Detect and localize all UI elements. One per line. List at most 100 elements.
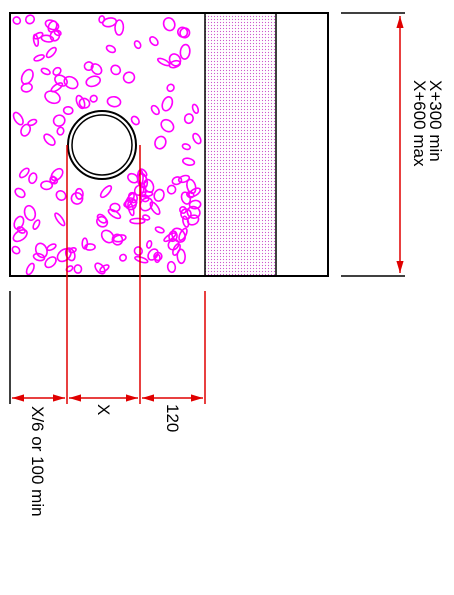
aggregate-pebble [134, 255, 149, 264]
aggregate-pebble [63, 75, 79, 90]
aggregate-pebble [119, 253, 127, 262]
aggregate-pebble [162, 17, 176, 32]
aggregate-pebble [176, 248, 186, 265]
aggregate-pebble [14, 187, 26, 199]
aggregate-pebble [23, 204, 37, 222]
aggregate-pebble [188, 199, 202, 210]
aggregate-pebble [145, 239, 153, 249]
aggregate-pebble [171, 176, 183, 186]
aggregate-pebble [25, 262, 35, 276]
aggregate-pebble [183, 113, 194, 125]
aggregate-pebble [133, 184, 145, 196]
aggregate-pebble [34, 242, 48, 259]
aggregate-pebble [54, 212, 66, 227]
aggregate-pebble [49, 176, 59, 185]
aggregate-pebble [153, 188, 165, 202]
aggregate-pebble [85, 75, 102, 88]
aggregate-pebble [191, 103, 200, 114]
aggregate-pebble [161, 96, 174, 112]
aggregate-pebble [106, 95, 122, 108]
aggregate-pebble [149, 201, 161, 216]
aggregate-pebble [154, 253, 161, 264]
aggregate-pebble [75, 94, 86, 110]
aggregate-pebble [84, 243, 96, 251]
pipe-inner [71, 114, 133, 176]
aggregate-pebble [111, 233, 124, 246]
aggregate-pebble [12, 16, 22, 25]
aggregate-pebble [133, 246, 143, 256]
aggregate-pebble [78, 97, 91, 109]
aggregate-pebble [32, 252, 46, 262]
aggregate-pebble [32, 219, 41, 230]
bedding-label: 120 [163, 404, 182, 432]
bedding-strip [205, 13, 276, 276]
aggregate-pebble [43, 133, 56, 146]
aggregate-pebble [166, 83, 175, 93]
aggregate-pebble [40, 180, 54, 191]
aggregate-pebble [99, 185, 113, 199]
aggregate-pebble [129, 217, 146, 225]
aggregate-pebble [154, 135, 167, 150]
aggregate-pebble [192, 132, 202, 145]
aggregate-pebble [168, 230, 178, 243]
aggregate-pebble [13, 215, 25, 230]
aggregate-pebble [179, 43, 191, 60]
aggregate-pebble [107, 208, 122, 220]
aggregate-pebble [33, 54, 45, 62]
aggregate-pebble [176, 26, 189, 38]
aggregate-pebble [40, 67, 51, 76]
aggregate-pebble [96, 213, 108, 224]
aggregate-pebble [53, 29, 62, 37]
aggregate-pebble [105, 44, 117, 54]
aggregate-pebble [50, 167, 64, 182]
aggregate-pebble [54, 74, 68, 87]
aggregate-pebble [73, 264, 83, 274]
aggregate-pebble [127, 191, 138, 204]
granular-backfill-zone [11, 14, 202, 276]
aggregate-pebble [110, 64, 122, 76]
aggregate-pebble [12, 111, 24, 126]
aggregate-pebble [44, 19, 60, 31]
aggregate-pebble [70, 191, 84, 205]
aggregate-pebble [11, 245, 21, 255]
aggregate-pebble [24, 14, 36, 25]
aggregate-pebble [28, 172, 38, 185]
aggregate-pebble [50, 82, 64, 93]
aggregate-pebble [142, 214, 151, 221]
aggregate-pebble [186, 178, 197, 195]
aggregate-pebble [166, 184, 177, 195]
aggregate-pebble [89, 94, 98, 103]
aggregate-pebble [45, 46, 57, 59]
aggregate-pebble [18, 167, 30, 179]
aggregate-pebble [154, 226, 165, 234]
aggregate-pebble [180, 208, 192, 220]
max-depth-label: X+600 max [410, 80, 429, 167]
aggregate-pebble [20, 123, 32, 137]
side-clearance-label: X/6 or 100 min [28, 406, 47, 517]
aggregate-pebble [160, 118, 175, 133]
aggregate-pebble [150, 104, 160, 116]
aggregate-pebble [181, 143, 191, 151]
aggregate-pebble [133, 40, 142, 50]
aggregate-pebble [186, 205, 201, 219]
pipe-dia-label: X [94, 404, 113, 415]
aggregate-pebble [68, 247, 77, 254]
aggregate-pebble [166, 260, 177, 274]
aggregate-pebble [101, 17, 118, 28]
aggregate-pebble [147, 248, 159, 261]
aggregate-pebble [44, 256, 57, 269]
aggregate-pebble [124, 192, 135, 208]
aggregate-pebble [98, 15, 106, 24]
aggregate-pebble [177, 174, 191, 184]
trench-outline [9, 12, 329, 277]
aggregate-pebble [56, 126, 65, 136]
aggregate-pebble [149, 36, 159, 47]
aggregate-pebble [130, 115, 140, 126]
aggregate-pebble [12, 228, 28, 243]
aggregate-pebble [143, 178, 155, 193]
aggregate-pebble [99, 264, 110, 273]
aggregate-pebble [114, 19, 125, 36]
aggregate-pebble [127, 201, 135, 217]
aggregate-pebble [16, 226, 26, 234]
